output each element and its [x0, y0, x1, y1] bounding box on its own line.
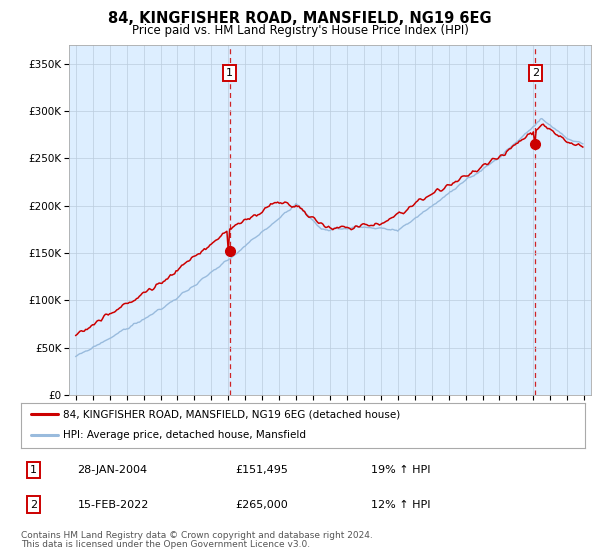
Text: 84, KINGFISHER ROAD, MANSFIELD, NG19 6EG: 84, KINGFISHER ROAD, MANSFIELD, NG19 6EG	[108, 11, 492, 26]
Text: 12% ↑ HPI: 12% ↑ HPI	[371, 500, 430, 510]
Text: 28-JAN-2004: 28-JAN-2004	[77, 465, 148, 475]
Text: This data is licensed under the Open Government Licence v3.0.: This data is licensed under the Open Gov…	[21, 540, 310, 549]
Text: 1: 1	[226, 68, 233, 78]
Text: £265,000: £265,000	[235, 500, 288, 510]
Text: 2: 2	[532, 68, 539, 78]
Text: Price paid vs. HM Land Registry's House Price Index (HPI): Price paid vs. HM Land Registry's House …	[131, 24, 469, 36]
Text: £151,495: £151,495	[235, 465, 288, 475]
Text: 1: 1	[30, 465, 37, 475]
Text: 15-FEB-2022: 15-FEB-2022	[77, 500, 149, 510]
Text: Contains HM Land Registry data © Crown copyright and database right 2024.: Contains HM Land Registry data © Crown c…	[21, 531, 373, 540]
Text: HPI: Average price, detached house, Mansfield: HPI: Average price, detached house, Mans…	[64, 431, 307, 441]
Text: 19% ↑ HPI: 19% ↑ HPI	[371, 465, 430, 475]
Text: 84, KINGFISHER ROAD, MANSFIELD, NG19 6EG (detached house): 84, KINGFISHER ROAD, MANSFIELD, NG19 6EG…	[64, 409, 401, 419]
Text: 2: 2	[30, 500, 37, 510]
